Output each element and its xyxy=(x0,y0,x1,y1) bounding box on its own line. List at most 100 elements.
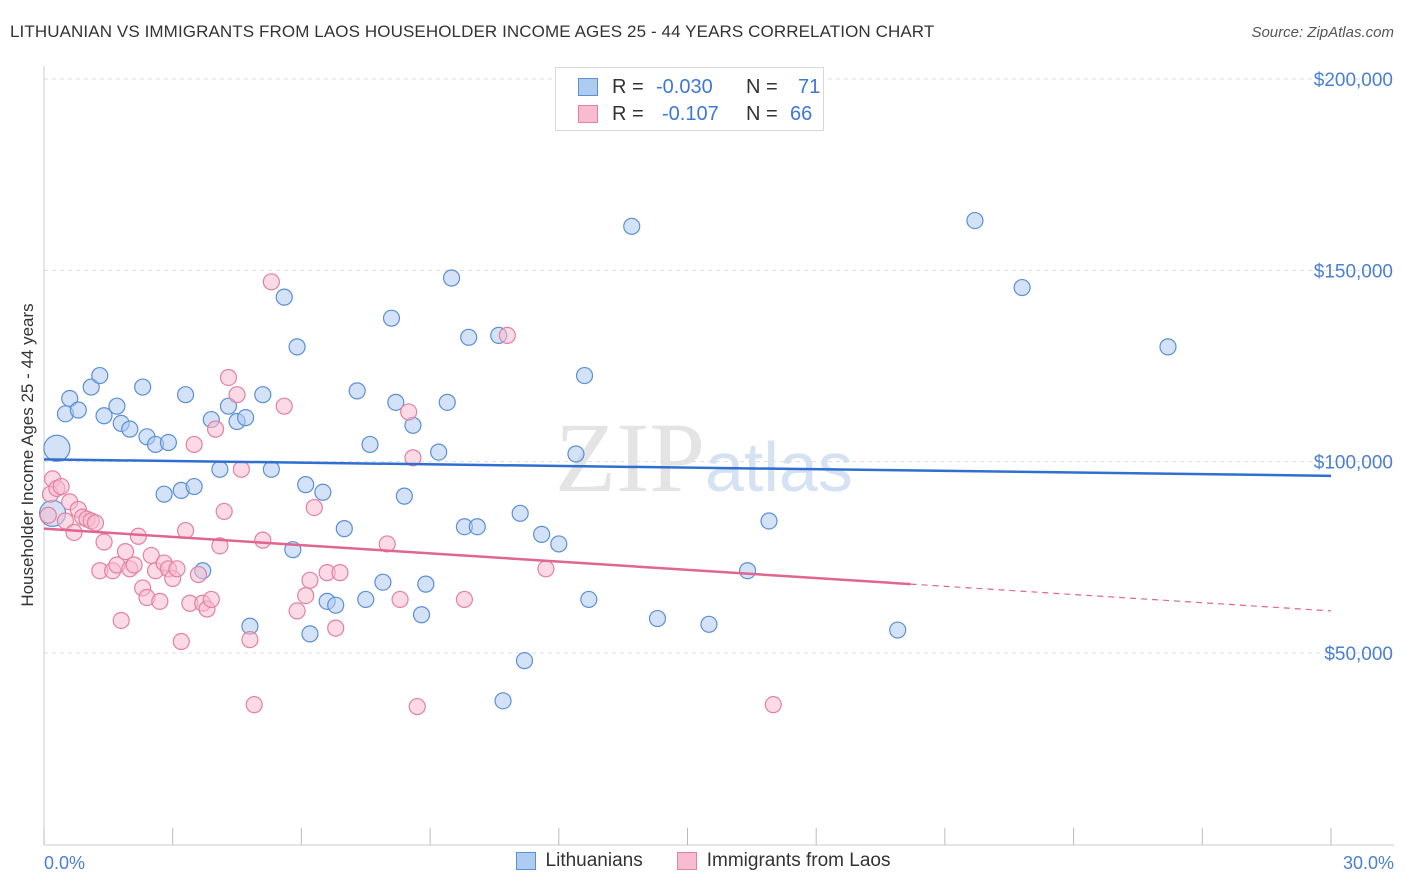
legend-item-lithuanians: Lithuanians xyxy=(515,850,643,872)
data-point-lithuanians xyxy=(301,625,319,643)
data-point-lithuanians xyxy=(533,525,551,543)
legend-row-laos: R = -0.107 N = 66 xyxy=(578,101,812,127)
data-point-laos xyxy=(297,586,315,605)
legend-r-label: R = xyxy=(612,75,644,98)
data-point-lithuanians xyxy=(211,460,229,478)
data-point-laos xyxy=(331,564,349,582)
data-point-laos xyxy=(52,477,70,496)
data-point-lithuanians xyxy=(700,615,718,633)
y-tick-label: $50,000 xyxy=(1324,644,1393,665)
data-point-lithuanians xyxy=(254,386,272,404)
data-point-lithuanians xyxy=(69,401,87,419)
data-point-lithuanians xyxy=(91,366,109,385)
legend-swatch-pink xyxy=(676,852,697,870)
data-point-lithuanians xyxy=(511,504,529,522)
data-point-laos xyxy=(168,560,186,578)
data-point-lithuanians xyxy=(61,389,79,408)
data-point-laos xyxy=(262,273,280,291)
data-point-laos xyxy=(39,506,57,524)
data-point-lithuanians xyxy=(176,386,195,404)
legend-label-lithuanians: Lithuanians xyxy=(545,850,643,871)
data-point-lithuanians xyxy=(361,435,379,454)
x-ticks xyxy=(43,828,1332,845)
data-point-laos xyxy=(215,502,233,521)
data-point-laos xyxy=(151,592,169,610)
data-point-lithuanians xyxy=(382,309,401,327)
data-point-laos xyxy=(202,590,220,609)
legend-stats: R = -0.030 N = 71 R = -0.107 N = 66 xyxy=(555,67,824,131)
data-point-lithuanians xyxy=(567,445,585,463)
trend-lines xyxy=(43,458,1332,612)
y-tick-labels: $50,000 $100,000 $150,000 $200,000 xyxy=(1314,70,1393,665)
data-point-laos xyxy=(207,420,225,438)
trend-line-laos xyxy=(43,527,911,586)
data-point-lithuanians xyxy=(648,609,667,628)
data-point-laos xyxy=(112,611,130,630)
data-point-laos xyxy=(275,397,293,415)
data-point-laos xyxy=(116,542,135,561)
legend-n-value: 71 xyxy=(798,75,821,98)
data-point-lithuanians xyxy=(159,433,178,452)
data-point-lithuanians xyxy=(760,512,778,530)
chart-title: LITHUANIAN VS IMMIGRANTS FROM LAOS HOUSE… xyxy=(10,22,935,41)
trend-line-laos-extension xyxy=(910,583,1332,612)
y-tick-label: $100,000 xyxy=(1314,453,1393,474)
data-point-lithuanians xyxy=(494,692,512,710)
data-point-laos xyxy=(172,632,190,651)
legend-swatch-blue xyxy=(515,852,536,870)
gridlines xyxy=(44,78,1394,654)
data-point-lithuanians xyxy=(738,562,757,580)
data-point-laos xyxy=(185,435,203,454)
data-point-lithuanians xyxy=(95,407,113,425)
data-point-lithuanians xyxy=(185,477,203,496)
data-point-lithuanians xyxy=(1013,278,1031,297)
data-point-laos xyxy=(498,326,516,344)
legend-series: Lithuanians Immigrants from Laos xyxy=(0,850,1406,872)
data-point-lithuanians xyxy=(417,575,435,593)
y-tick-label: $150,000 xyxy=(1314,261,1393,282)
data-point-laos xyxy=(288,602,306,620)
data-point-lithuanians xyxy=(438,393,456,411)
data-point-laos xyxy=(455,590,474,609)
legend-swatch-blue xyxy=(578,78,598,96)
data-point-lithuanians xyxy=(442,269,461,287)
data-point-laos xyxy=(764,696,782,714)
data-point-laos xyxy=(301,571,319,589)
trend-line-lithuanians xyxy=(43,458,1332,478)
data-point-lithuanians xyxy=(297,476,315,494)
data-point-laos xyxy=(211,537,229,555)
data-point-lithuanians xyxy=(1159,338,1177,356)
data-point-laos xyxy=(391,590,409,609)
data-point-lithuanians xyxy=(580,590,598,609)
data-point-laos xyxy=(327,619,345,637)
data-point-laos xyxy=(400,403,418,421)
data-point-lithuanians xyxy=(515,652,534,670)
data-point-laos xyxy=(65,523,83,542)
legend-n-label: N = xyxy=(746,102,778,125)
data-point-lithuanians xyxy=(348,382,366,400)
data-point-lithuanians xyxy=(262,460,280,478)
data-point-lithuanians xyxy=(412,606,431,624)
data-point-lithuanians xyxy=(966,211,984,230)
legend-r-label: R = xyxy=(612,102,644,125)
y-axis-label: Householder Income Ages 25 - 44 years xyxy=(18,303,37,607)
data-point-laos xyxy=(378,535,396,553)
data-point-laos xyxy=(305,498,323,517)
data-point-lithuanians xyxy=(430,443,448,461)
data-point-lithuanians xyxy=(468,518,486,536)
data-point-lithuanians xyxy=(327,596,345,614)
legend-swatch-pink xyxy=(578,105,598,123)
legend-n-value: 66 xyxy=(790,102,813,125)
data-point-laos xyxy=(245,696,263,714)
data-point-lithuanians xyxy=(460,328,478,346)
data-point-laos xyxy=(95,533,113,551)
data-point-lithuanians xyxy=(108,397,126,415)
data-point-laos xyxy=(254,531,272,549)
data-point-lithuanians xyxy=(395,487,413,505)
data-point-laos xyxy=(241,631,259,649)
data-point-lithuanians xyxy=(134,378,152,396)
y-tick-label: $200,000 xyxy=(1314,70,1393,91)
data-point-lithuanians xyxy=(82,378,100,396)
series-immigrants-from-laos xyxy=(39,273,782,716)
